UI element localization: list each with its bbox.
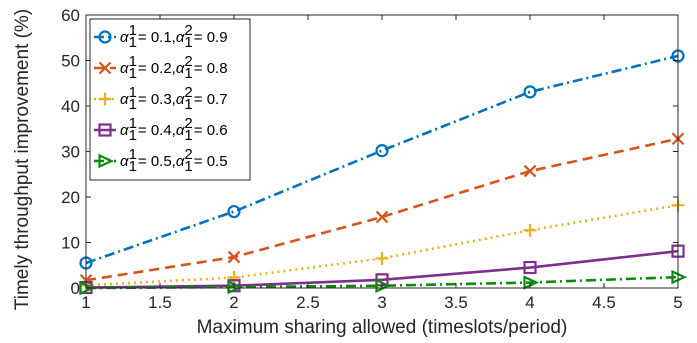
x-tick-label: 2.5 [296, 293, 320, 312]
legend-label-part: 1 [129, 146, 137, 163]
data-point [523, 223, 537, 237]
legend-item-2: α 11 = 0.2, α 21 = 0.8 [94, 53, 228, 82]
x-tick-label: 5 [673, 293, 682, 312]
legend-item-4: α 11 = 0.4, α 21 = 0.6 [94, 115, 228, 144]
legend-label-part: 1 [184, 34, 192, 51]
data-point [523, 260, 537, 275]
legend-label-part: = 0.5 [194, 153, 228, 170]
x-axis-label: Maximum sharing allowed (timeslots/perio… [197, 317, 568, 338]
y-axis-label: Timely throughput improvement (%) [12, 9, 33, 310]
data-point [227, 204, 241, 219]
legend-label-part: 1 [184, 127, 192, 144]
x-tick-label: 1 [81, 293, 90, 312]
x-tick-label: 3.5 [444, 293, 468, 312]
legend-label: α 11 = 0.1, α 21 = 0.9 [120, 22, 228, 51]
legend-label-part: 2 [184, 146, 192, 163]
legend-label-part: 1 [129, 96, 137, 113]
legend-label-part: 1 [129, 65, 137, 82]
legend-label-part: 2 [184, 84, 192, 101]
legend-marker [98, 153, 115, 169]
legend-label-part: 1 [129, 53, 137, 70]
y-tick-label: 40 [61, 97, 80, 116]
data-point [227, 271, 241, 285]
legend-label-part: 2 [184, 22, 192, 39]
data-point [523, 164, 537, 178]
legend-label-part: 1 [184, 158, 192, 175]
y-tick-label: 30 [61, 143, 80, 162]
data-point [523, 85, 537, 99]
legend-label-part: 2 [184, 115, 192, 132]
legend-label-part: = 0.8 [194, 60, 228, 77]
legend-label-part: 1 [129, 34, 137, 51]
y-tick-label: 60 [61, 6, 80, 25]
legend-label-part: 1 [184, 96, 192, 113]
x-tick-label: 2 [229, 293, 238, 312]
legend-box [89, 18, 251, 181]
legend-label: α 11 = 0.4, α 21 = 0.6 [120, 115, 228, 144]
legend-label-part: 1 [129, 115, 137, 132]
data-point [375, 143, 389, 158]
x-tick-label: 1.5 [148, 293, 172, 312]
series-line [85, 203, 679, 287]
legend-item-3: α 11 = 0.3, α 21 = 0.7 [94, 84, 228, 113]
y-tick-label: 10 [61, 234, 80, 253]
legend-label-part: = 0.1, [138, 29, 176, 46]
legend: α 11 = 0.1, α 21 = 0.9α 11 = 0.2, α 21 = 0.8… [89, 18, 251, 181]
series-line [85, 54, 679, 265]
data-point [375, 251, 389, 265]
y-tick-label: 0 [71, 279, 80, 298]
data-point [227, 250, 241, 264]
legend-label-part: = 0.2, [138, 60, 176, 77]
legend-label-part: 1 [129, 127, 137, 144]
y-tick-label: 20 [61, 188, 80, 207]
x-tick-label: 4.5 [592, 293, 616, 312]
legend-marker [98, 123, 112, 137]
legend-marker [98, 92, 112, 106]
legend-label-part: 1 [129, 22, 137, 39]
series-line [85, 249, 679, 289]
legend-item-1: α 11 = 0.1, α 21 = 0.9 [94, 22, 228, 51]
legend-label-part: 2 [184, 53, 192, 70]
legend-label-part: = 0.4, [138, 122, 176, 139]
legend-label-part: α [176, 153, 185, 170]
legend-label-part: = 0.5, [138, 153, 176, 170]
legend-label-part: = 0.6 [194, 122, 228, 139]
legend-label-part: 1 [184, 65, 192, 82]
legend-marker [98, 61, 112, 75]
legend-label-part: = 0.7 [194, 91, 228, 108]
legend-label-part: = 0.9 [194, 29, 228, 46]
legend-label-part: α [120, 60, 129, 77]
legend-label-part: α [176, 91, 185, 108]
x-tick-label: 4 [525, 293, 534, 312]
legend-label: α 11 = 0.5, α 21 = 0.5 [120, 146, 228, 175]
x-tick-label: 3 [377, 293, 386, 312]
legend-label-part: 1 [129, 158, 137, 175]
legend-item-5: α 11 = 0.5, α 21 = 0.5 [94, 146, 228, 175]
data-point [375, 210, 389, 224]
legend-marker [98, 30, 112, 44]
legend-label-part: α [120, 153, 129, 170]
legend-label-part: α [120, 29, 129, 46]
series-line [85, 137, 679, 282]
legend-label-part: α [120, 91, 129, 108]
legend-label-part: α [120, 122, 129, 139]
legend-label: α 11 = 0.3, α 21 = 0.7 [120, 84, 228, 113]
legend-label: α 11 = 0.2, α 21 = 0.8 [120, 53, 228, 82]
legend-label-part: 1 [129, 84, 137, 101]
y-tick-label: 50 [61, 52, 80, 71]
legend-label-part: = 0.3, [138, 91, 176, 108]
legend-label-part: α [176, 122, 185, 139]
legend-label-part: α [176, 60, 185, 77]
legend-label-part: α [176, 29, 185, 46]
